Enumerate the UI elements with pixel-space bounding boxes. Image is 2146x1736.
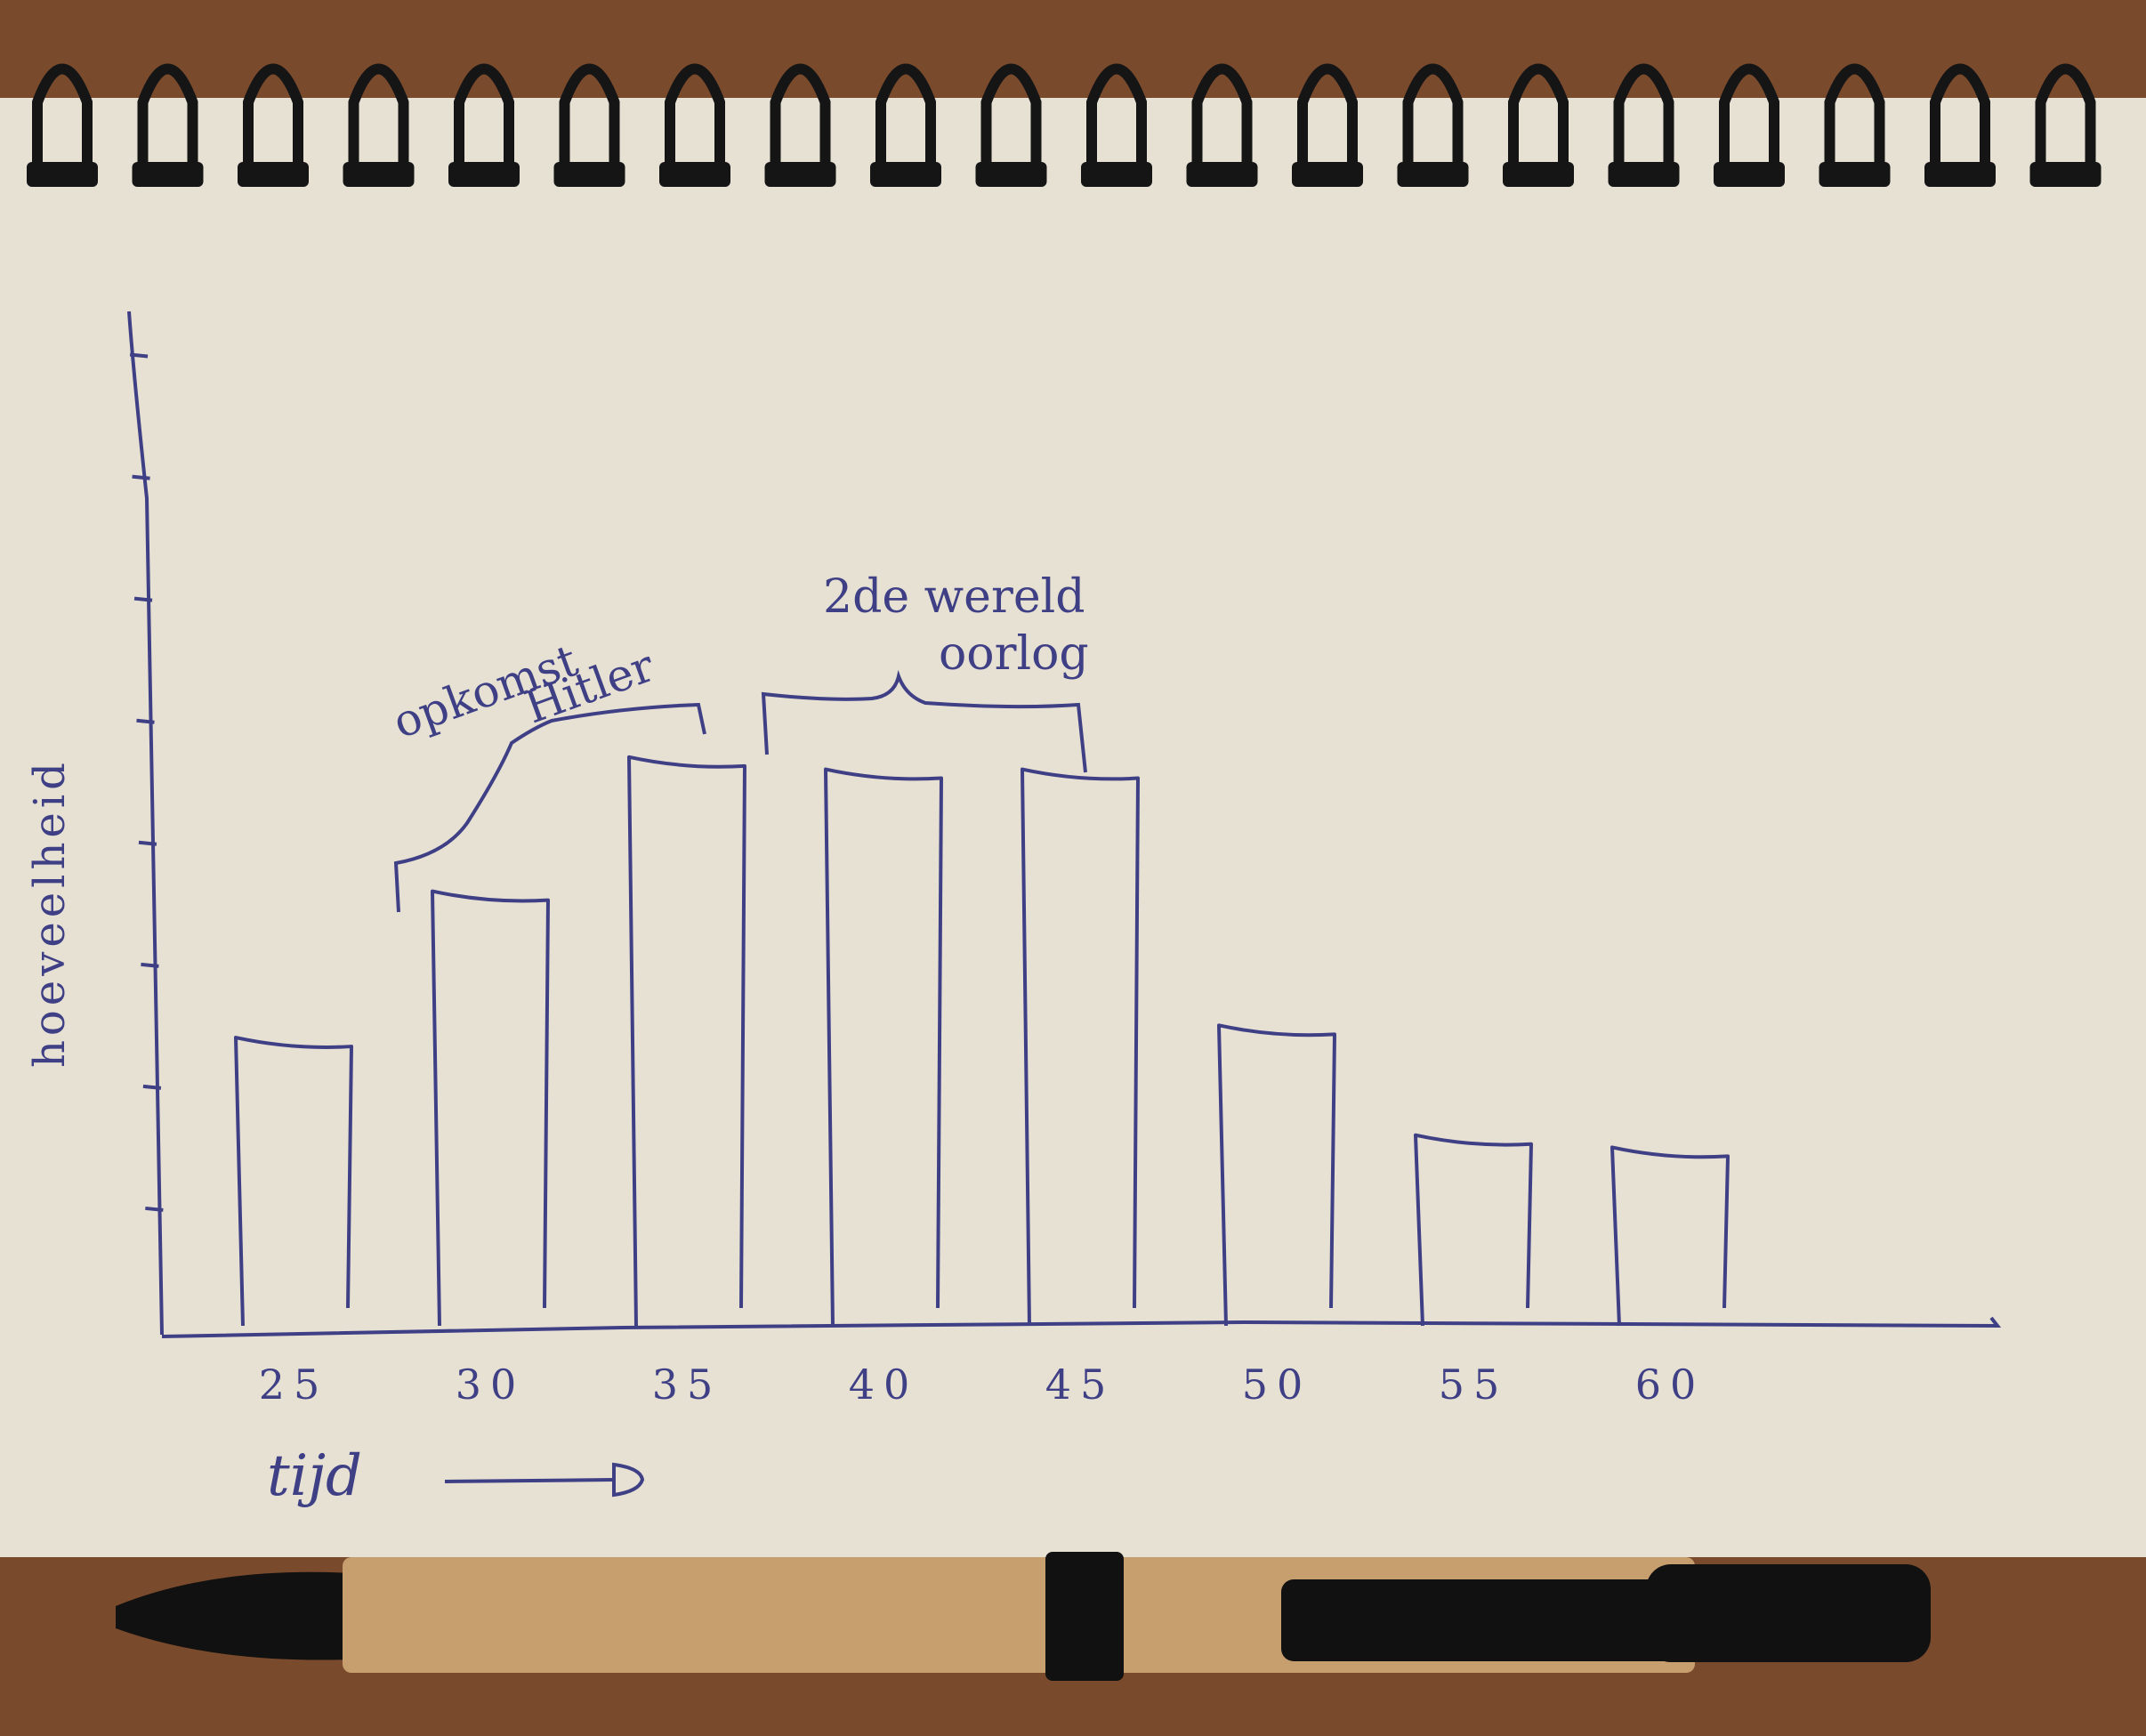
- x-tick-labels: 25 30 35 40 45 50 55 60: [259, 1361, 1706, 1409]
- spiral-coil: [764, 63, 836, 187]
- bar: [1610, 1145, 1730, 1327]
- spiral-coil: [1714, 63, 1785, 187]
- y-tick: [129, 352, 149, 359]
- spiral-binding: [27, 63, 2102, 187]
- y-tick: [132, 474, 150, 480]
- spiral-coil: [132, 63, 204, 187]
- x-tick-label: 55: [1439, 1361, 1509, 1409]
- ballpoint-pen: [116, 1552, 1931, 1681]
- y-axis-ticks: [129, 352, 164, 1212]
- annotation-brace-oorlog: [761, 669, 1087, 773]
- x-axis-arrow-icon: [444, 1462, 645, 1498]
- x-axis: [161, 1316, 2002, 1338]
- x-tick-label: 25: [259, 1361, 329, 1409]
- x-axis-label: tijd: [267, 1443, 362, 1509]
- spiral-coil: [659, 63, 730, 187]
- spiral-coil: [448, 63, 520, 187]
- bar: [1414, 1133, 1533, 1327]
- bar: [1217, 1023, 1336, 1327]
- spiral-coil: [870, 63, 941, 187]
- x-tick-label: 60: [1635, 1361, 1706, 1409]
- spiral-coil: [1503, 63, 1574, 187]
- spiral-coil: [1819, 63, 1891, 187]
- y-axis: [127, 311, 164, 1336]
- annotation-line-1: 2de wereld: [823, 570, 1085, 624]
- spiral-coil: [1186, 63, 1258, 187]
- y-tick: [141, 962, 159, 968]
- spiral-coil: [1608, 63, 1680, 187]
- bar: [824, 767, 943, 1327]
- x-tick-label: 45: [1045, 1361, 1116, 1409]
- x-tick-label: 50: [1242, 1361, 1312, 1409]
- spiral-coil: [1397, 63, 1469, 187]
- y-tick: [142, 1084, 162, 1090]
- y-tick: [145, 1206, 164, 1212]
- annotation-brace-opkomst: [393, 702, 706, 913]
- bar: [234, 1036, 353, 1327]
- spiral-coil: [343, 63, 415, 187]
- spiral-coil: [27, 63, 98, 187]
- bar: [431, 889, 550, 1327]
- x-tick-label: 40: [849, 1361, 919, 1409]
- bar: [627, 755, 746, 1327]
- x-tick-label: 30: [456, 1361, 526, 1409]
- bar: [1021, 767, 1140, 1327]
- spiral-coil: [2029, 63, 2102, 187]
- y-axis-label: hoeveelheid: [25, 758, 75, 1068]
- spiral-coil: [553, 63, 625, 187]
- y-tick: [138, 840, 157, 846]
- annotation-line-2: oorlog: [939, 627, 1089, 681]
- spiral-coil: [1924, 63, 1996, 187]
- y-tick: [133, 596, 153, 602]
- spiral-coil: [1081, 63, 1152, 187]
- bars: [234, 755, 1730, 1327]
- spiral-coil: [1292, 63, 1363, 187]
- annotation-wereld-oorlog: 2de wereld oorlog: [823, 570, 1089, 681]
- spiral-coil: [238, 63, 309, 187]
- notebook-page: [0, 98, 2146, 1557]
- y-tick: [136, 718, 155, 724]
- spiral-coil: [975, 63, 1047, 187]
- x-tick-label: 35: [652, 1361, 722, 1409]
